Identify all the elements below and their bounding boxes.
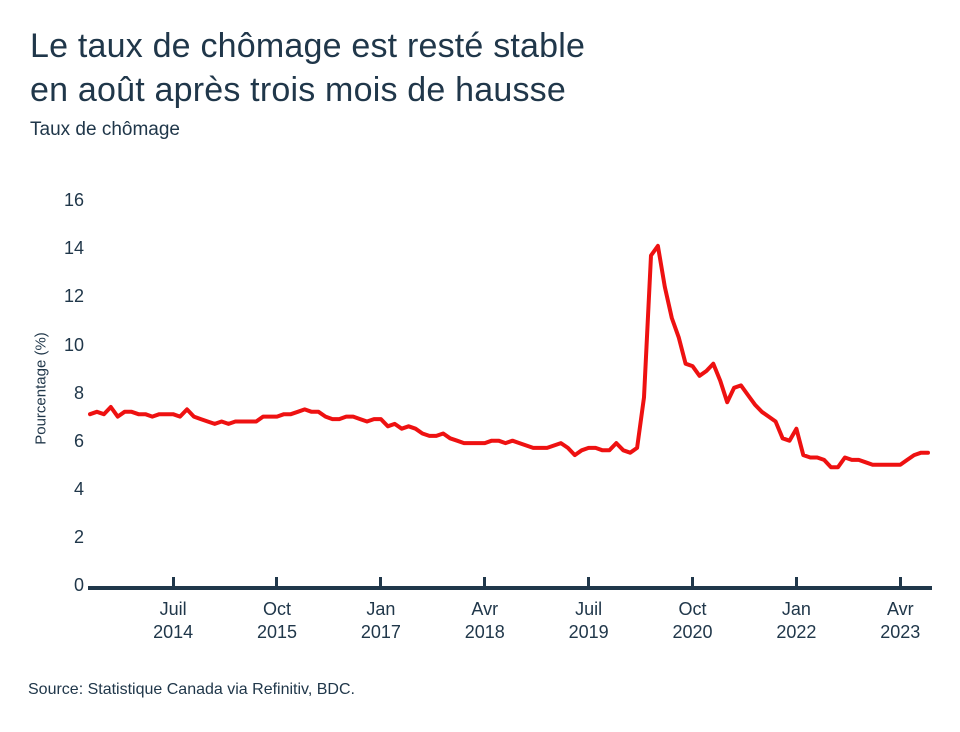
y-tick-label: 8 bbox=[73, 382, 84, 403]
x-tick-year: 2017 bbox=[360, 622, 401, 642]
y-tick-label: 4 bbox=[73, 478, 84, 499]
x-tick-year: 2018 bbox=[464, 622, 505, 642]
x-tick-mark bbox=[587, 577, 591, 587]
x-tick-month: Avr bbox=[471, 599, 499, 619]
chart-title-line2: en août après trois mois de hausse bbox=[30, 71, 566, 109]
x-tick-label: Oct 2020 bbox=[633, 598, 753, 644]
x-tick-month: Oct bbox=[678, 599, 707, 619]
y-tick-label: 16 bbox=[63, 190, 84, 211]
x-tick-month: Oct bbox=[262, 599, 291, 619]
source-note: Source: Statistique Canada via Refinitiv… bbox=[28, 681, 355, 698]
x-tick-mark bbox=[691, 577, 695, 587]
chart-subtitle: Taux de chômage bbox=[30, 119, 180, 140]
x-tick-mark bbox=[794, 577, 798, 587]
x-tick-label: Avr 2023 bbox=[840, 598, 960, 644]
chart-title-line1: Le taux de chômage est resté stable bbox=[30, 27, 586, 65]
y-tick-label: 10 bbox=[63, 334, 84, 355]
x-axis-line bbox=[88, 586, 932, 590]
y-tick-label: 0 bbox=[73, 575, 84, 595]
x-tick-year: 2020 bbox=[672, 622, 713, 642]
y-tick-label: 2 bbox=[73, 526, 84, 547]
x-tick-label: Jan 2022 bbox=[736, 598, 856, 644]
x-tick-month: Juil bbox=[159, 599, 187, 619]
x-tick-label: Jan 2017 bbox=[321, 598, 441, 644]
x-tick-label: Oct 2015 bbox=[217, 598, 337, 644]
x-tick-label: Juil 2019 bbox=[529, 598, 649, 644]
x-tick-year: 2019 bbox=[568, 622, 609, 642]
x-tick-label: Juil 2014 bbox=[113, 598, 233, 644]
x-tick-month: Avr bbox=[886, 599, 914, 619]
x-tick-label: Avr 2018 bbox=[425, 598, 545, 644]
y-tick-label: 12 bbox=[63, 286, 84, 307]
unemployment-rate-line bbox=[88, 243, 930, 470]
x-tick-month: Jan bbox=[366, 599, 396, 619]
chart-title: Le taux de chômage est resté stable en a… bbox=[30, 24, 585, 112]
y-tick-label: 6 bbox=[73, 430, 84, 451]
x-tick-year: 2023 bbox=[880, 622, 921, 642]
x-tick-mark bbox=[171, 577, 175, 587]
x-tick-year: 2022 bbox=[776, 622, 817, 642]
x-tick-month: Jan bbox=[781, 599, 811, 619]
x-tick-year: 2015 bbox=[256, 622, 297, 642]
x-tick-mark bbox=[379, 577, 383, 587]
x-tick-mark bbox=[898, 577, 902, 587]
y-tick-label: 14 bbox=[63, 238, 84, 259]
x-tick-mark bbox=[483, 577, 487, 587]
x-tick-year: 2014 bbox=[153, 622, 194, 642]
x-tick-month: Juil bbox=[575, 599, 603, 619]
x-tick-mark bbox=[275, 577, 279, 587]
